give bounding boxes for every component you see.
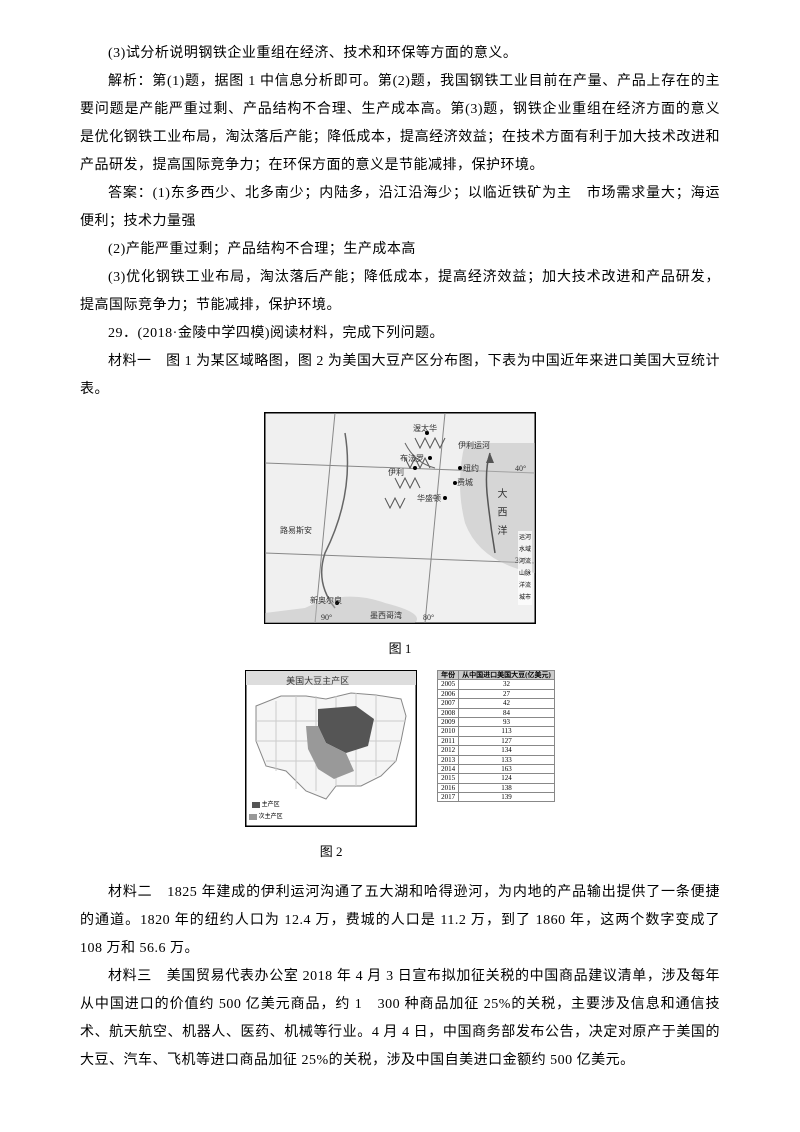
legend-mountain: 山脉	[519, 568, 531, 580]
label-philly: 费城	[457, 475, 473, 491]
table-cell: 2006	[438, 689, 459, 698]
table-row: 2012134	[438, 746, 555, 755]
table-cell: 42	[459, 699, 555, 708]
table-cell: 2017	[438, 793, 459, 802]
table-row: 2010113	[438, 727, 555, 736]
figure-2-caption: 图 2	[245, 839, 417, 865]
map2-legend: 主产区 次主产区	[248, 798, 284, 824]
label-lon90: 90°	[321, 610, 332, 626]
answer-2: (2)产能严重过剩；产品结构不合理；生产成本高	[80, 236, 720, 264]
label-ottawa: 渥太华	[413, 421, 437, 437]
legend-current: 洋流	[519, 580, 531, 592]
table-cell: 138	[459, 783, 555, 792]
legend-river: 河流	[519, 556, 531, 568]
table-row: 200627	[438, 689, 555, 698]
legend-water: 水域	[519, 544, 531, 556]
table-header-year: 年份	[438, 671, 459, 680]
table-cell: 2008	[438, 708, 459, 717]
table-row: 2016138	[438, 783, 555, 792]
table-cell: 27	[459, 689, 555, 698]
soybean-table: 年份 从中国进口美国大豆(亿美元) 2005322006272007422008…	[437, 670, 555, 802]
analysis: 解析：第(1)题，据图 1 中信息分析即可。第(2)题，我国钢铁工业目前在产量、…	[80, 68, 720, 180]
table-cell: 93	[459, 717, 555, 726]
table-cell: 32	[459, 680, 555, 689]
table-row: 200884	[438, 708, 555, 717]
material-2: 材料二 1825 年建成的伊利运河沟通了五大湖和哈得逊河，为内地的产品输出提供了…	[80, 879, 720, 963]
table-cell: 134	[459, 746, 555, 755]
table-cell: 2016	[438, 783, 459, 792]
table-cell: 133	[459, 755, 555, 764]
legend-canal: 运河	[519, 532, 531, 544]
table-cell: 139	[459, 793, 555, 802]
legend-main: 主产区	[249, 799, 283, 811]
table-cell: 84	[459, 708, 555, 717]
label-louisiana: 路易斯安	[280, 523, 312, 539]
label-atlantic: 大 西 洋	[490, 488, 510, 538]
figure-1-caption: 图 1	[80, 636, 720, 662]
table-cell: 124	[459, 774, 555, 783]
table-cell: 2005	[438, 680, 459, 689]
table-row: 2014163	[438, 764, 555, 773]
legend-secondary: 次主产区	[249, 811, 283, 823]
soybean-table-box: 年份 从中国进口美国大豆(亿美元) 2005322006272007422008…	[437, 670, 555, 802]
label-lat40: 40°	[515, 461, 526, 477]
figure-2-map: 美国大豆主产区 主产区 次主产区	[245, 670, 417, 827]
table-cell: 2009	[438, 717, 459, 726]
table-row: 200742	[438, 699, 555, 708]
table-cell: 2015	[438, 774, 459, 783]
table-cell: 2012	[438, 746, 459, 755]
material-3: 材料三 美国贸易代表办公室 2018 年 4 月 3 日宣布拟加征关税的中国商品…	[80, 963, 720, 1075]
map1-legend: 运河 水域 河流 山脉 洋流 城市	[518, 531, 532, 605]
answer-3: (3)优化钢铁工业布局，淘汰落后产能；降低成本，提高经济效益；加大技术改进和产品…	[80, 264, 720, 320]
label-lon80: 80°	[423, 610, 434, 626]
table-row: 2013133	[438, 755, 555, 764]
table-row: 2015124	[438, 774, 555, 783]
label-washington: 华盛顿	[417, 491, 441, 507]
table-cell: 2013	[438, 755, 459, 764]
table-cell: 2007	[438, 699, 459, 708]
label-erie-canal: 伊利运河	[458, 438, 490, 454]
table-cell: 127	[459, 736, 555, 745]
table-row: 2017139	[438, 793, 555, 802]
table-cell: 2014	[438, 764, 459, 773]
table-row: 2011127	[438, 736, 555, 745]
question-3: (3)试分析说明钢铁企业重组在经济、技术和环保等方面的意义。	[80, 40, 720, 68]
table-cell: 163	[459, 764, 555, 773]
table-cell: 113	[459, 727, 555, 736]
legend-city: 城市	[519, 592, 531, 604]
table-header-value: 从中国进口美国大豆(亿美元)	[459, 671, 555, 680]
figure-1-map: 渥太华 伊利运河 布法罗 伊利 纽约 费城 华盛顿 路易斯安 新奥尔良 墨西哥湾…	[264, 412, 536, 624]
table-cell: 2011	[438, 736, 459, 745]
figure-2-block: 美国大豆主产区 主产区 次主产区 图 2 年份 从中国进口美国大豆(亿美元)	[80, 670, 720, 871]
question-29: 29．(2018·金陵中学四模)阅读材料，完成下列问题。	[80, 320, 720, 348]
label-gulf: 墨西哥湾	[370, 608, 402, 624]
figure-1-block: 渥太华 伊利运河 布法罗 伊利 纽约 费城 华盛顿 路易斯安 新奥尔良 墨西哥湾…	[80, 412, 720, 662]
table-row: 200532	[438, 680, 555, 689]
material-1: 材料一 图 1 为某区域略图，图 2 为美国大豆产区分布图，下表为中国近年来进口…	[80, 348, 720, 404]
table-cell: 2010	[438, 727, 459, 736]
answer-1: 答案：(1)东多西少、北多南少；内陆多，沿江沿海少；以临近铁矿为主 市场需求量大…	[80, 180, 720, 236]
label-erie: 伊利	[388, 465, 404, 481]
table-row: 200993	[438, 717, 555, 726]
map2-title: 美国大豆主产区	[286, 672, 349, 690]
label-neworleans: 新奥尔良	[310, 593, 342, 609]
